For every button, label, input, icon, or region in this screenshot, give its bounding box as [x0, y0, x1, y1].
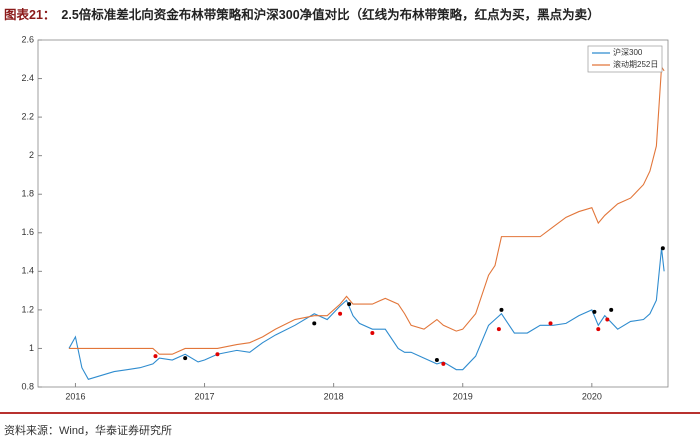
figure-label: 图表21：: [4, 8, 56, 22]
legend-label: 滚动期252日: [613, 59, 658, 69]
chart: 0.8 1 1.2 1.4 1.6 1.8 2 2.2 2.4 2.6 2016 2017 2018 20…: [21, 34, 669, 401]
header: 图表21： 2.5倍标准差北向资金布林带策略和沪深300净值对比（红线为布林带策略…: [4, 4, 696, 23]
signal-dot: [441, 361, 446, 366]
y-tick-label: 2: [29, 150, 34, 160]
signal-dot: [660, 246, 665, 251]
signal-dot: [596, 327, 601, 332]
y-tick-label: 2.2: [21, 111, 34, 121]
y-tick-label: 1.2: [21, 304, 34, 314]
y-tick-label: 1.8: [21, 189, 34, 199]
signal-dot: [548, 321, 553, 326]
x-tick-label: 2017: [195, 391, 215, 401]
signal-dot: [605, 317, 610, 322]
signal-dot: [370, 331, 375, 336]
signal-dot: [312, 321, 317, 326]
series-line: [68, 248, 665, 380]
legend-label: 沪深300: [613, 47, 643, 57]
y-tick-label: 2.4: [21, 73, 34, 83]
plot-frame: [37, 39, 669, 388]
signal-dot: [183, 356, 188, 361]
rule: [0, 412, 700, 414]
y-tick-label: 1: [29, 343, 34, 353]
chart-title: 2.5倍标准差北向资金布林带策略和沪深300净值对比（红线为布林带策略，红点为买…: [61, 8, 600, 22]
y-tick-label: 2.6: [21, 34, 34, 44]
legend-box: [587, 45, 663, 73]
x-tick-label: 2020: [582, 391, 602, 401]
signal-dot: [338, 311, 343, 316]
signal-dot: [499, 307, 504, 312]
signal-dot: [496, 327, 501, 332]
y-tick-label: 0.8: [21, 381, 34, 391]
signal-dot: [153, 354, 158, 359]
signal-dot: [592, 309, 597, 314]
signal-dot: [609, 307, 614, 312]
source: 资料来源：Wind，华泰证券研究所: [4, 425, 173, 437]
series-line: [68, 65, 665, 355]
y-tick-label: 1.6: [21, 227, 34, 237]
x-tick-label: 2019: [453, 391, 473, 401]
y-tick-label: 1.4: [21, 266, 34, 276]
signal-dot: [215, 352, 220, 357]
signal-dot: [434, 358, 439, 363]
x-tick-label: 2016: [65, 391, 85, 401]
signal-dot: [347, 302, 352, 307]
x-tick-label: 2018: [324, 391, 344, 401]
